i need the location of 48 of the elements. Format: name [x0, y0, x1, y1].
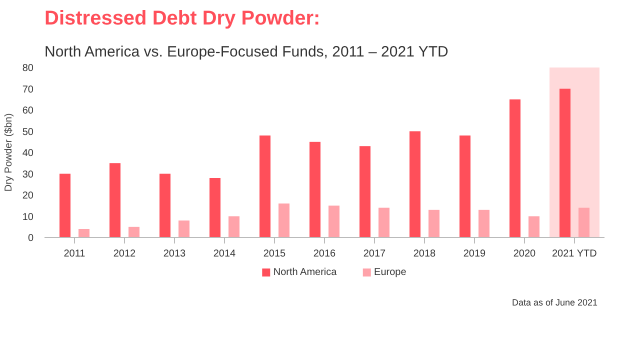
y-tick-label: 10 [22, 212, 34, 223]
text: Data as of June 2021 [512, 298, 598, 308]
bar [78, 229, 90, 238]
y-tick-label: 70 [22, 84, 34, 96]
bar [560, 88, 570, 238]
chart-subtitle: North America vs. Europe-Focused Funds, 2011 – 2021 YTD [44, 44, 448, 60]
y-tick-label: 50 [22, 126, 34, 138]
y-tick-label: 80 [22, 63, 34, 74]
bar [578, 208, 590, 238]
bar [478, 210, 490, 238]
y-tick-label: 60 [22, 106, 34, 116]
y-tick-label: 30 [22, 169, 34, 180]
bar [328, 206, 340, 238]
x-tick-label: 2018 [413, 248, 436, 260]
y-tick-label: 40 [22, 148, 34, 159]
x-tick-label: 2019 [463, 248, 486, 260]
x-tick-label: 2017 [363, 248, 386, 260]
x-tick-label: 2020 [513, 248, 536, 260]
y-tick-label: 0 [28, 233, 34, 244]
x-tick-label: 2013 [163, 248, 186, 260]
x-tick-label: 2016 [313, 248, 336, 260]
bar [260, 136, 270, 238]
bar [278, 204, 290, 238]
bar [378, 208, 390, 238]
bar [460, 136, 470, 238]
legend-label: North America [273, 267, 338, 278]
x-tick-label: 2015 [263, 248, 286, 260]
bar [310, 142, 320, 238]
x-tick-label: 2011 [64, 248, 86, 260]
bar [510, 99, 520, 238]
x-tick-label: 2012 [113, 248, 136, 260]
bar [428, 210, 440, 238]
legend-label: Europe [374, 267, 407, 278]
bar [160, 174, 170, 238]
bar [360, 146, 370, 238]
y-axis-title: Dry Powder ($bn) [3, 113, 14, 192]
bar [410, 131, 420, 238]
y-tick-label: 20 [22, 190, 34, 202]
x-tick-label: 2021 YTD [552, 248, 597, 260]
bar [110, 163, 120, 238]
bar [228, 216, 240, 238]
bar [178, 220, 190, 238]
bar [528, 216, 540, 238]
chart-title: Distressed Debt Dry Powder: [44, 8, 320, 30]
bar [128, 226, 140, 238]
bar [210, 178, 220, 238]
x-tick-label: 2014 [213, 248, 236, 260]
bar [60, 174, 70, 238]
